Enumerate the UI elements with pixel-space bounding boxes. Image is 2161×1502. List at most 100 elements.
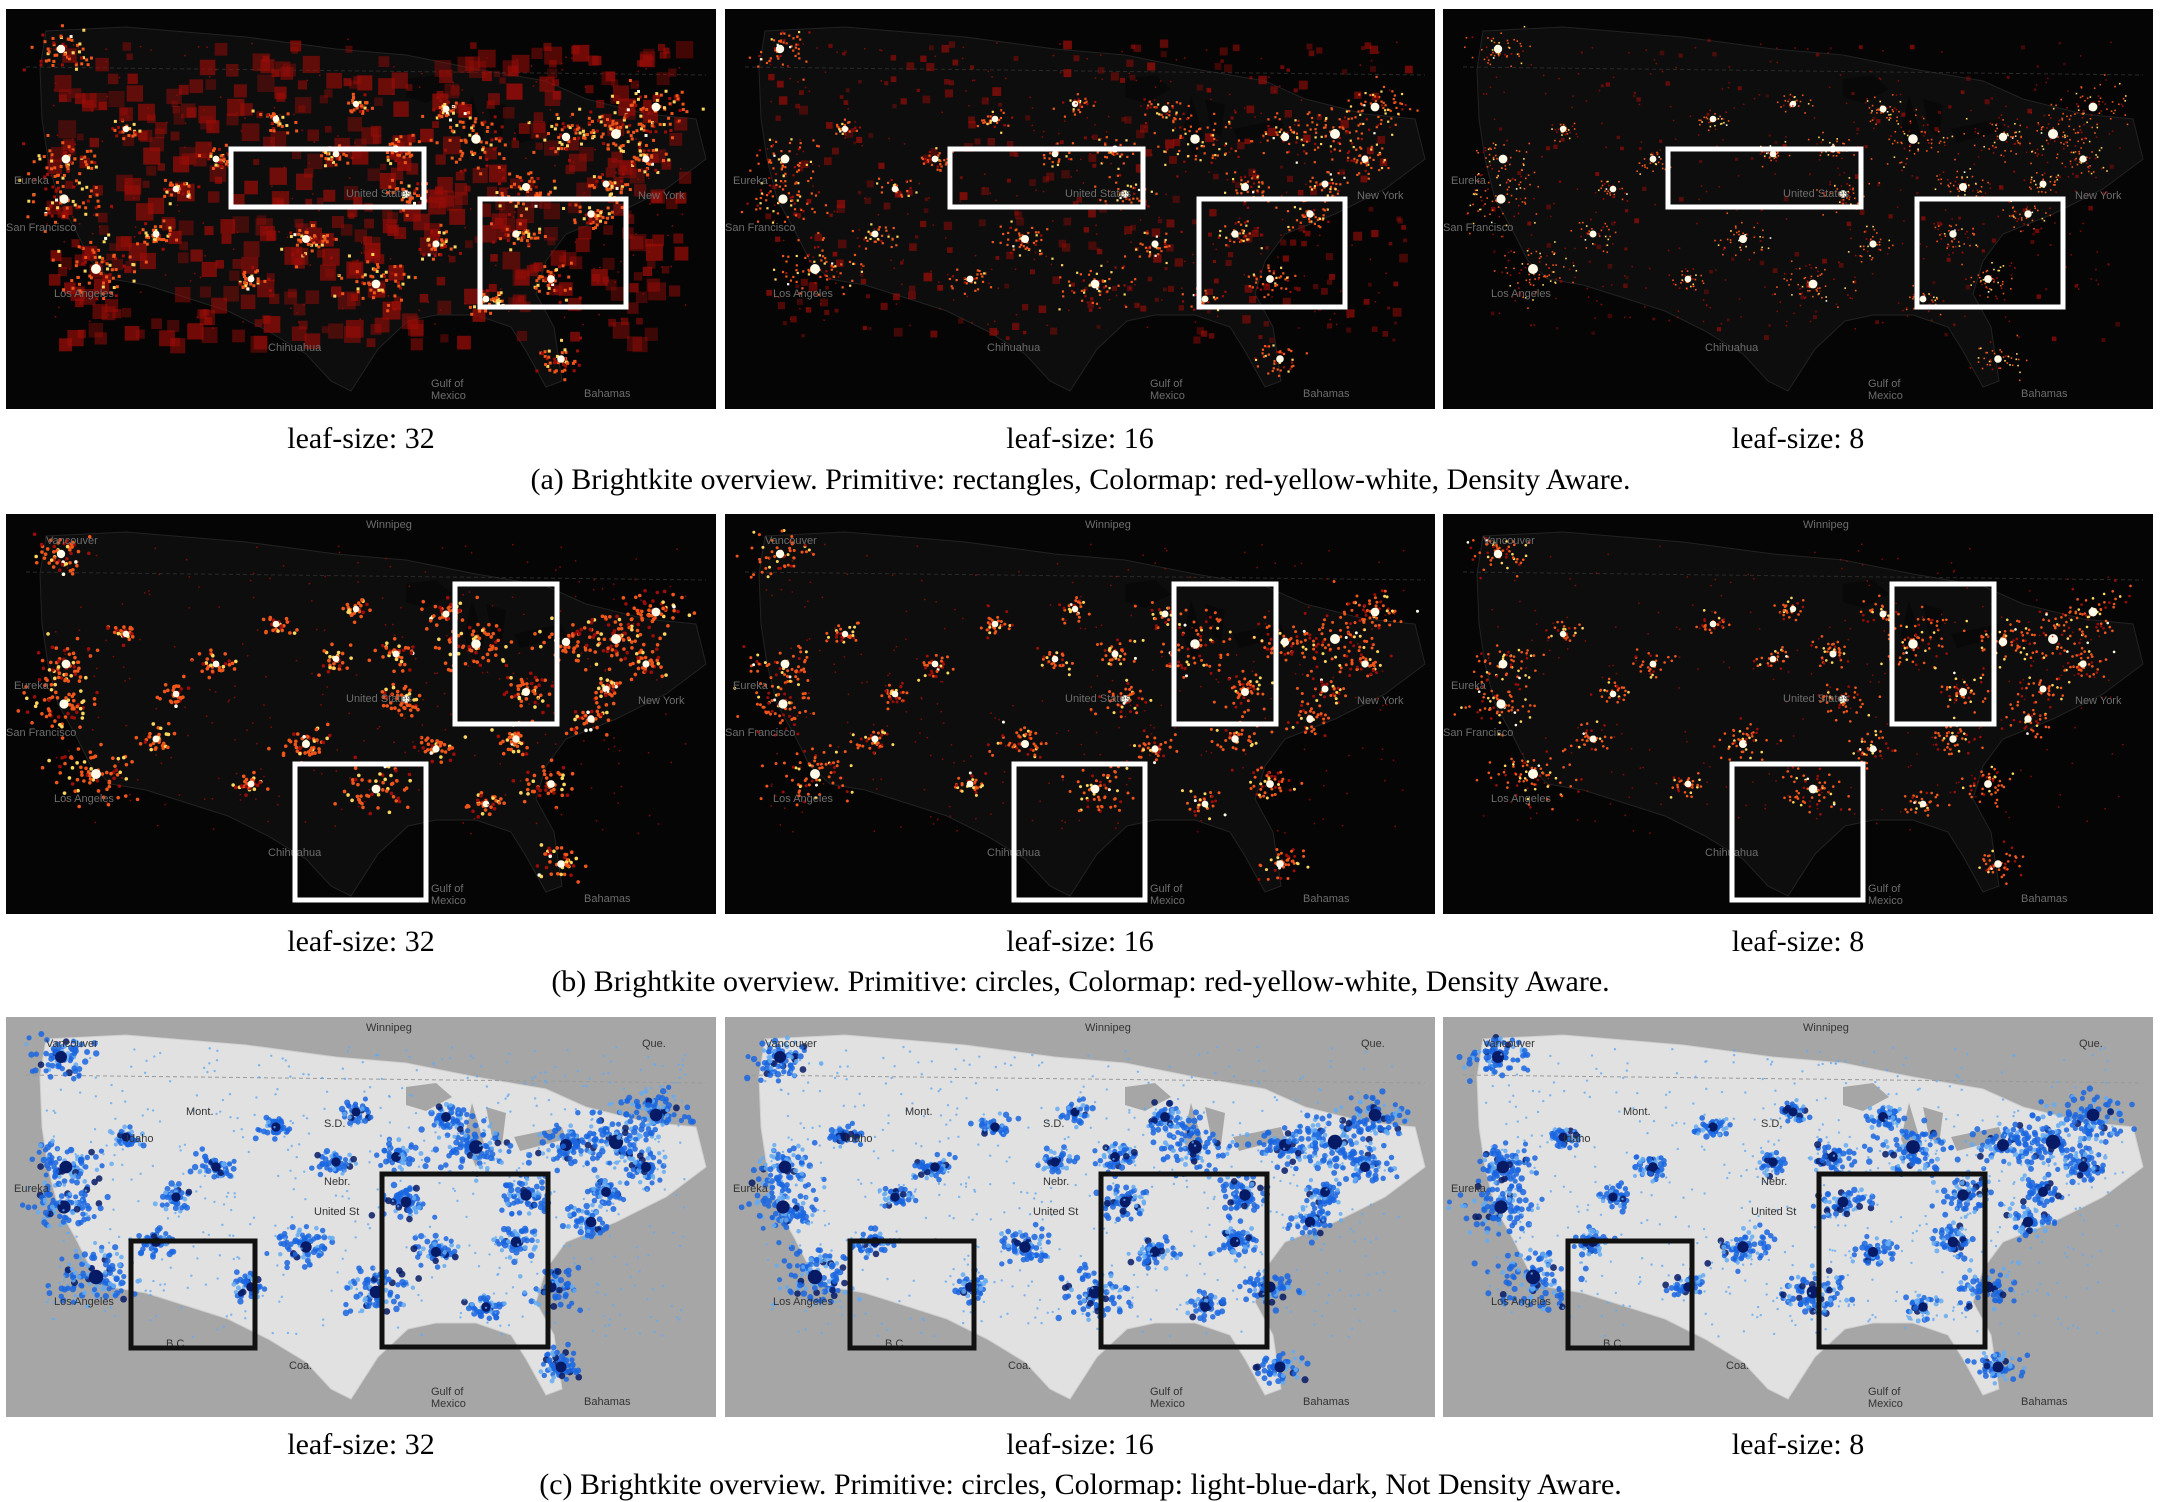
- rect-cell: [331, 160, 335, 164]
- rect-cell: [1103, 280, 1107, 283]
- rect-cell: [1851, 92, 1855, 95]
- rect-cell: [1964, 182, 1967, 185]
- rect-cell: [1073, 55, 1080, 62]
- city-core: [547, 275, 555, 283]
- rect-cell: [1267, 353, 1270, 356]
- rect-cell: [517, 192, 521, 196]
- rect-cell: [578, 107, 582, 111]
- rect-cell: [1285, 287, 1288, 290]
- rect-cell: [1130, 224, 1137, 231]
- rect-cell: [1176, 175, 1179, 178]
- rect-cell: [1842, 202, 1844, 205]
- rect-cell: [53, 166, 57, 170]
- rect-cell: [1493, 54, 1496, 57]
- rect-cell: [626, 183, 630, 187]
- rect-cell: [70, 38, 74, 42]
- circle-point: [679, 120, 682, 123]
- rect-cell: [536, 194, 540, 198]
- rect-cell: [1543, 275, 1545, 278]
- rect-cell: [106, 267, 110, 271]
- rect-cell: [272, 129, 276, 133]
- rect-cell: [186, 190, 190, 194]
- rect-cell: [1706, 112, 1710, 116]
- rect-cell: [232, 194, 245, 206]
- rect-cell: [864, 197, 872, 205]
- city-core: [871, 230, 879, 238]
- rect-cell: [1517, 291, 1522, 297]
- rect-cell: [1255, 278, 1258, 281]
- rect-cell: [2016, 140, 2019, 142]
- rect-cell: [1501, 167, 1503, 170]
- rect-cell: [1315, 181, 1318, 184]
- rect-cell: [1237, 141, 1245, 150]
- circle-point: [1085, 97, 1087, 99]
- circle-point: [88, 320, 91, 323]
- rect-cell: [1479, 208, 1482, 211]
- rect-cell: [956, 268, 959, 271]
- rect-cell: [1254, 357, 1257, 360]
- rect-cell: [78, 289, 82, 293]
- rect-cell: [472, 167, 488, 184]
- rect-cell: [487, 93, 500, 106]
- rect-cell: [1316, 184, 1319, 187]
- rect-cell: [178, 84, 189, 95]
- rect-cell: [796, 163, 800, 167]
- rect-cell: [1063, 69, 1072, 78]
- rect-cell: [2075, 174, 2079, 178]
- rect-cell: [1479, 208, 1481, 211]
- rect-cell: [1290, 361, 1294, 364]
- rect-cell: [1527, 263, 1529, 265]
- rect-cell: [496, 302, 500, 306]
- rect-cell: [1225, 259, 1232, 267]
- rect-cell: [351, 156, 355, 160]
- rect-cell: [1357, 124, 1360, 127]
- rect-cell: [1164, 243, 1167, 246]
- rect-cell: [145, 233, 149, 237]
- rect-cell: [564, 364, 568, 368]
- circle-point: [463, 302, 466, 305]
- rect-cell: [1163, 240, 1167, 243]
- rect-cell: [44, 59, 48, 63]
- rect-cell: [518, 123, 530, 134]
- rect-cell: [376, 265, 380, 269]
- rect-cell: [881, 234, 884, 237]
- rect-cell: [1093, 278, 1096, 281]
- rect-cell: [621, 149, 625, 153]
- circle-point: [458, 111, 461, 114]
- rect-cell: [1336, 192, 1340, 195]
- rect-cell: [860, 270, 863, 273]
- circle-point: [68, 92, 71, 95]
- rect-cell: [2014, 123, 2016, 125]
- rect-cell: [93, 278, 110, 294]
- circle-point: [354, 109, 357, 112]
- circle-point: [1045, 255, 1048, 258]
- rect-cell: [501, 194, 505, 198]
- rect-cell: [2053, 140, 2056, 143]
- rect-cell: [826, 211, 829, 215]
- rect-cell: [1014, 229, 1017, 232]
- rect-cell: [1498, 170, 1500, 172]
- rect-cell: [1282, 272, 1285, 275]
- rect-cell: [1890, 135, 1892, 137]
- rect-cell: [396, 281, 400, 285]
- rect-cell: [805, 307, 812, 313]
- rect-cell: [1233, 240, 1236, 244]
- rect-cell: [1967, 185, 1970, 188]
- circle-point: [1169, 80, 1172, 83]
- rect-cell: [1606, 225, 1608, 228]
- circle-point: [1079, 158, 1082, 161]
- rect-cell: [551, 283, 555, 287]
- rect-cell: [2084, 99, 2086, 102]
- rect-cell: [1388, 241, 1393, 246]
- rect-cell: [475, 132, 479, 136]
- rect-cell: [1329, 185, 1333, 189]
- city-core: [1808, 279, 1818, 289]
- rect-cell: [1964, 194, 1966, 196]
- rect-cell: [1207, 300, 1210, 304]
- rect-cell: [1940, 178, 1943, 181]
- rect-cell: [605, 71, 616, 82]
- rect-cell: [642, 149, 646, 153]
- rect-cell: [976, 288, 980, 291]
- map-label: Chihuahua: [268, 342, 322, 354]
